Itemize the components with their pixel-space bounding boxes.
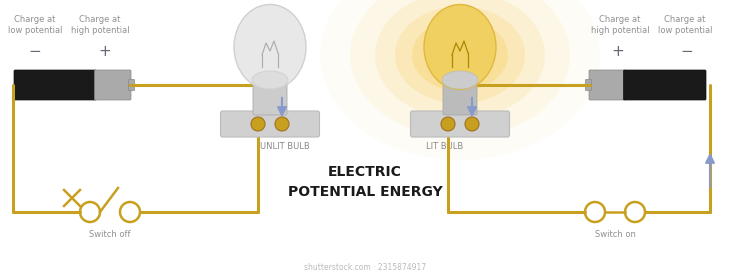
FancyBboxPatch shape xyxy=(94,70,131,100)
Text: +: + xyxy=(227,119,237,129)
Text: shutterstock.com · 2315874917: shutterstock.com · 2315874917 xyxy=(304,263,426,272)
FancyBboxPatch shape xyxy=(253,83,287,115)
FancyBboxPatch shape xyxy=(589,70,626,100)
Ellipse shape xyxy=(412,19,508,91)
Text: Charge at
high potential: Charge at high potential xyxy=(71,15,129,35)
Ellipse shape xyxy=(426,29,494,81)
FancyBboxPatch shape xyxy=(585,80,591,90)
Text: Switch on: Switch on xyxy=(594,230,635,239)
Ellipse shape xyxy=(350,0,570,137)
Text: Charge at
high potential: Charge at high potential xyxy=(591,15,649,35)
FancyBboxPatch shape xyxy=(410,111,510,137)
FancyBboxPatch shape xyxy=(443,83,477,115)
Text: +: + xyxy=(99,45,112,60)
Circle shape xyxy=(275,117,289,131)
Ellipse shape xyxy=(442,71,478,89)
FancyBboxPatch shape xyxy=(623,70,706,100)
Text: −: − xyxy=(303,119,312,129)
Circle shape xyxy=(441,117,455,131)
Text: ELECTRIC: ELECTRIC xyxy=(328,165,402,179)
Text: −: − xyxy=(680,45,694,60)
Ellipse shape xyxy=(234,4,306,90)
Text: Switch off: Switch off xyxy=(89,230,131,239)
Ellipse shape xyxy=(375,0,545,119)
FancyBboxPatch shape xyxy=(220,111,320,137)
FancyBboxPatch shape xyxy=(14,70,96,100)
Circle shape xyxy=(251,117,265,131)
Ellipse shape xyxy=(424,4,496,90)
Text: Charge at
low potential: Charge at low potential xyxy=(658,15,712,35)
FancyBboxPatch shape xyxy=(128,80,134,90)
Text: POTENTIAL ENERGY: POTENTIAL ENERGY xyxy=(288,185,442,199)
Text: LIT BULB: LIT BULB xyxy=(426,142,464,151)
Ellipse shape xyxy=(252,71,288,89)
Text: +: + xyxy=(612,45,624,60)
Text: −: − xyxy=(28,45,42,60)
Text: +: + xyxy=(493,119,503,129)
Text: Charge at
low potential: Charge at low potential xyxy=(8,15,62,35)
Text: UNLIT BULB: UNLIT BULB xyxy=(260,142,310,151)
Circle shape xyxy=(465,117,479,131)
Text: −: − xyxy=(418,119,427,129)
Ellipse shape xyxy=(395,6,525,104)
